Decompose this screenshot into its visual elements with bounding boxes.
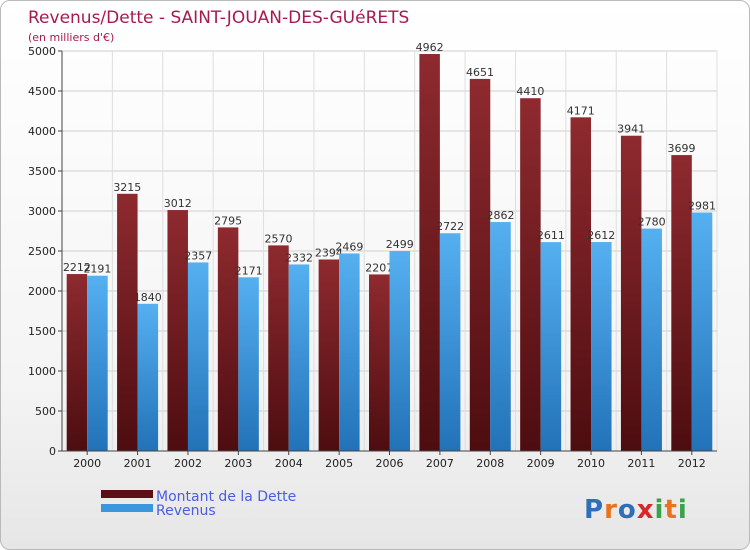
data-label: 2394 — [315, 246, 343, 259]
bar-revenus — [439, 233, 461, 451]
data-label: 2612 — [587, 229, 615, 242]
x-tick-label: 2007 — [426, 457, 454, 470]
x-tick-label: 2003 — [224, 457, 252, 470]
data-label: 4410 — [516, 85, 544, 98]
bar-dette — [620, 135, 642, 451]
bar-revenus — [87, 275, 108, 451]
bar-dette — [419, 54, 440, 451]
x-tick-label: 2000 — [73, 457, 101, 470]
bar-dette — [520, 98, 541, 451]
data-label: 4171 — [567, 104, 595, 117]
legend: Montant de la Dette Revenus — [101, 489, 296, 519]
data-label: 2191 — [83, 263, 111, 276]
data-label: 2469 — [335, 240, 363, 253]
data-label: 2207 — [365, 261, 393, 274]
data-label: 3941 — [617, 123, 645, 136]
bar-dette — [318, 259, 340, 451]
bar-revenus — [591, 242, 612, 451]
x-tick-label: 2009 — [527, 457, 555, 470]
data-label: 3699 — [668, 142, 696, 155]
bar-revenus — [137, 303, 159, 451]
y-tick-label: 2000 — [28, 285, 56, 298]
y-tick-label: 1000 — [28, 365, 56, 378]
bar-revenus — [540, 242, 562, 451]
x-tick-label: 2010 — [577, 457, 605, 470]
axis-layer: 0 500 1000 1500 2000 2500 3000 3500 4000 4500 5000… — [28, 45, 717, 470]
data-label: 2795 — [214, 214, 242, 227]
proxiti-logo: Proxiti — [584, 495, 688, 525]
data-label: 3215 — [113, 181, 141, 194]
y-tick-label: 0 — [49, 445, 56, 458]
legend-swatch-revenue — [101, 504, 153, 512]
y-tick-label: 2500 — [28, 245, 56, 258]
logo-letter: t — [664, 495, 677, 525]
logo-letter: i — [655, 495, 665, 525]
logo-letter: i — [678, 495, 688, 525]
x-tick-label: 2006 — [376, 457, 404, 470]
y-tick-label: 5000 — [28, 45, 56, 58]
bar-revenus — [187, 262, 209, 451]
data-label: 2981 — [688, 200, 716, 213]
bar-dette — [268, 245, 289, 451]
logo-letter: P — [584, 495, 604, 525]
bar-dette — [167, 210, 188, 451]
data-label: 2611 — [537, 229, 565, 242]
logo-letter: x — [637, 495, 655, 525]
bar-dette — [66, 274, 88, 451]
bar-dette — [671, 155, 692, 451]
data-label: 2499 — [386, 238, 414, 251]
legend-label-revenue: Revenus — [156, 503, 216, 519]
data-label: 1840 — [134, 291, 162, 304]
legend-swatch-debt — [101, 490, 153, 498]
x-tick-label: 2005 — [325, 457, 353, 470]
bar-revenus — [490, 222, 511, 451]
x-tick-label: 2008 — [476, 457, 504, 470]
legend-label-debt: Montant de la Dette — [156, 489, 296, 505]
bar-revenus — [389, 251, 410, 451]
bar-revenus — [641, 228, 662, 451]
bar-dette — [469, 78, 491, 452]
x-tick-label: 2001 — [124, 457, 152, 470]
data-label: 2722 — [436, 220, 464, 233]
y-tick-label: 3500 — [28, 165, 56, 178]
data-label: 2780 — [638, 216, 666, 229]
bar-dette — [217, 227, 239, 451]
logo-letter: o — [618, 495, 637, 525]
y-tick-label: 500 — [35, 405, 56, 418]
chart-subtitle: (en milliers d'€) — [28, 31, 114, 44]
logo-letter: r — [604, 495, 618, 525]
logo-text: Proxiti — [584, 495, 688, 525]
bar-dette — [369, 274, 390, 451]
data-label: 4962 — [416, 41, 444, 54]
y-tick-label: 3000 — [28, 205, 56, 218]
bar-revenus — [339, 253, 360, 451]
bar-dette — [117, 193, 138, 452]
y-tick-label: 4500 — [28, 85, 56, 98]
data-label: 4651 — [466, 66, 494, 79]
y-tick-label: 1500 — [28, 325, 56, 338]
bar-revenus — [691, 212, 713, 451]
x-tick-label: 2012 — [678, 457, 706, 470]
chart-title: Revenus/Dette - SAINT-JOUAN-DES-GUéRETS — [28, 8, 409, 28]
data-label: 2171 — [235, 264, 263, 277]
bar-revenus — [238, 277, 259, 451]
x-tick-label: 2011 — [627, 457, 655, 470]
x-tick-label: 2004 — [275, 457, 303, 470]
data-label: 2862 — [487, 209, 515, 222]
data-label: 2332 — [285, 251, 313, 264]
data-label: 2570 — [264, 232, 292, 245]
data-label: 2212 — [63, 261, 91, 274]
bar-revenus — [288, 264, 310, 451]
x-tick-label: 2002 — [174, 457, 202, 470]
bar-dette — [570, 117, 592, 451]
data-label: 2357 — [184, 249, 212, 262]
data-label: 3012 — [164, 197, 192, 210]
y-tick-label: 4000 — [28, 125, 56, 138]
